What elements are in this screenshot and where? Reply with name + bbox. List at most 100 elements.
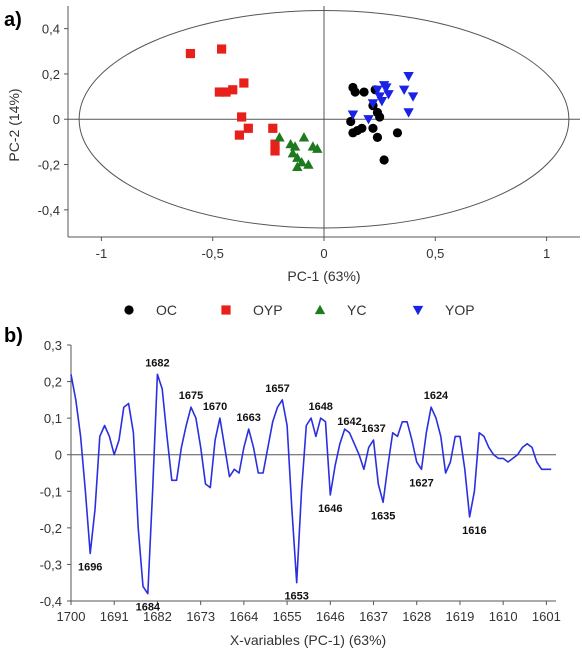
peak-label: 1670 — [203, 401, 227, 413]
point-yop — [398, 85, 410, 95]
point-oyp — [185, 48, 196, 59]
point-yop — [363, 115, 374, 125]
point-yc — [312, 143, 323, 153]
point-oyp — [270, 146, 280, 156]
legend-label-yop: YOP — [445, 302, 475, 318]
point-oc — [392, 128, 403, 138]
y-tick-label-a: -0,2 — [38, 158, 60, 173]
peak-label: 1627 — [409, 477, 433, 489]
x-axis-title-a: PC-1 (63%) — [287, 268, 360, 284]
panel-label-b: b) — [4, 325, 23, 347]
point-yc — [292, 161, 303, 171]
x-tick-label-b: 1691 — [100, 609, 129, 624]
y-tick-label-b: -0,4 — [40, 594, 62, 609]
point-oyp — [243, 123, 253, 133]
point-yc — [289, 141, 301, 151]
point-oyp — [217, 44, 227, 54]
x-tick-label-b: 1673 — [186, 609, 215, 624]
point-oc — [357, 123, 367, 133]
legend-label-yc: YC — [347, 302, 366, 318]
point-oyp — [270, 139, 280, 149]
peak-label: 1682 — [145, 357, 169, 369]
x-tick-label-b: 1700 — [57, 609, 86, 624]
peak-label: 1657 — [265, 383, 289, 395]
point-oc — [359, 87, 369, 97]
x-tick-label-a: 1 — [543, 246, 550, 261]
legend-marker-oyp — [221, 305, 231, 315]
loadings-line — [70, 373, 552, 595]
peak-label: 1624 — [424, 390, 449, 402]
peak-label: 1646 — [318, 503, 342, 515]
legend-marker-oc — [124, 305, 134, 315]
peak-label: 1675 — [179, 390, 203, 402]
y-tick-label-a: -0,4 — [38, 203, 60, 218]
point-oc — [379, 155, 389, 165]
point-oc — [348, 128, 358, 138]
point-oc — [350, 87, 360, 97]
y-tick-label-b: 0,1 — [44, 411, 62, 426]
point-oc — [375, 112, 385, 122]
series-yc — [274, 132, 323, 171]
x-tick-label-a: -0,5 — [201, 246, 223, 261]
peak-label: 1696 — [78, 561, 102, 573]
y-tick-label-b: -0,2 — [40, 521, 62, 536]
legend-label-oc: OC — [156, 302, 177, 318]
y-tick-label-b: -0,3 — [40, 557, 62, 572]
point-oyp — [268, 123, 278, 133]
peak-label: 1637 — [361, 423, 385, 435]
point-yop — [367, 99, 379, 109]
legend-marker-yop — [412, 305, 424, 316]
x-tick-label-b: 1637 — [359, 609, 388, 624]
y-tick-label-a: 0 — [53, 112, 60, 127]
x-tick-label-b: 1655 — [273, 609, 302, 624]
peak-label: 1616 — [462, 525, 486, 537]
point-yc — [296, 157, 307, 167]
x-tick-label-b: 1628 — [402, 609, 431, 624]
y-tick-label-b: 0 — [55, 448, 62, 463]
point-oyp — [228, 85, 238, 95]
point-yc — [303, 159, 314, 169]
x-tick-label-b: 1619 — [445, 609, 474, 624]
legend-label-oyp: OYP — [253, 302, 283, 318]
confidence-ellipse — [78, 10, 570, 229]
x-tick-label-a: 0,5 — [426, 246, 444, 261]
point-yc — [287, 148, 299, 158]
panel-label-a: a) — [4, 9, 22, 31]
x-tick-label-a: 0 — [320, 246, 327, 261]
point-yop — [372, 85, 383, 95]
x-tick-label-b: 1664 — [229, 609, 258, 624]
point-yc — [274, 132, 285, 142]
peak-label: 1684 — [136, 602, 161, 614]
x-tick-label-b: 1601 — [532, 609, 561, 624]
peak-label: 1642 — [337, 416, 361, 428]
x-axis-title-b: X-variables (PC-1) (63%) — [230, 632, 386, 648]
y-tick-label-b: 0,2 — [44, 375, 62, 390]
y-tick-label-a: 0,2 — [42, 67, 60, 82]
point-yop — [403, 108, 414, 118]
y-tick-label-a: 0,4 — [42, 22, 60, 37]
loadings-line-plot: b) X-variables (PC-1) (63%) 0,3 0,2 0,1 0 -0… — [4, 325, 561, 648]
peak-label: 1635 — [371, 510, 395, 522]
point-oc — [368, 123, 378, 133]
point-oyp — [214, 87, 224, 97]
y-tick-label-b: -0,1 — [40, 484, 62, 499]
legend: OC OYP YC YOP — [124, 302, 475, 318]
series-oc — [346, 82, 403, 165]
peak-label: 1663 — [236, 412, 260, 424]
peak-label: 1648 — [308, 401, 332, 413]
point-oyp — [221, 87, 231, 97]
point-yop — [376, 96, 388, 107]
point-oyp — [239, 78, 249, 88]
x-tick-label-b: 1610 — [489, 609, 518, 624]
series-oyp — [185, 44, 280, 156]
point-oyp — [234, 130, 245, 140]
point-yop — [383, 90, 394, 100]
pca-score-plot: a) PC-2 (14%) PC-1 (63%) 0,4 0,2 0 -0,2 -0,4… — [4, 6, 580, 284]
point-oc — [346, 116, 356, 127]
point-yc — [292, 152, 303, 162]
point-yc — [298, 132, 310, 142]
x-tick-label-b: 1682 — [143, 609, 172, 624]
point-oc — [372, 132, 383, 142]
series-yop — [347, 72, 419, 125]
